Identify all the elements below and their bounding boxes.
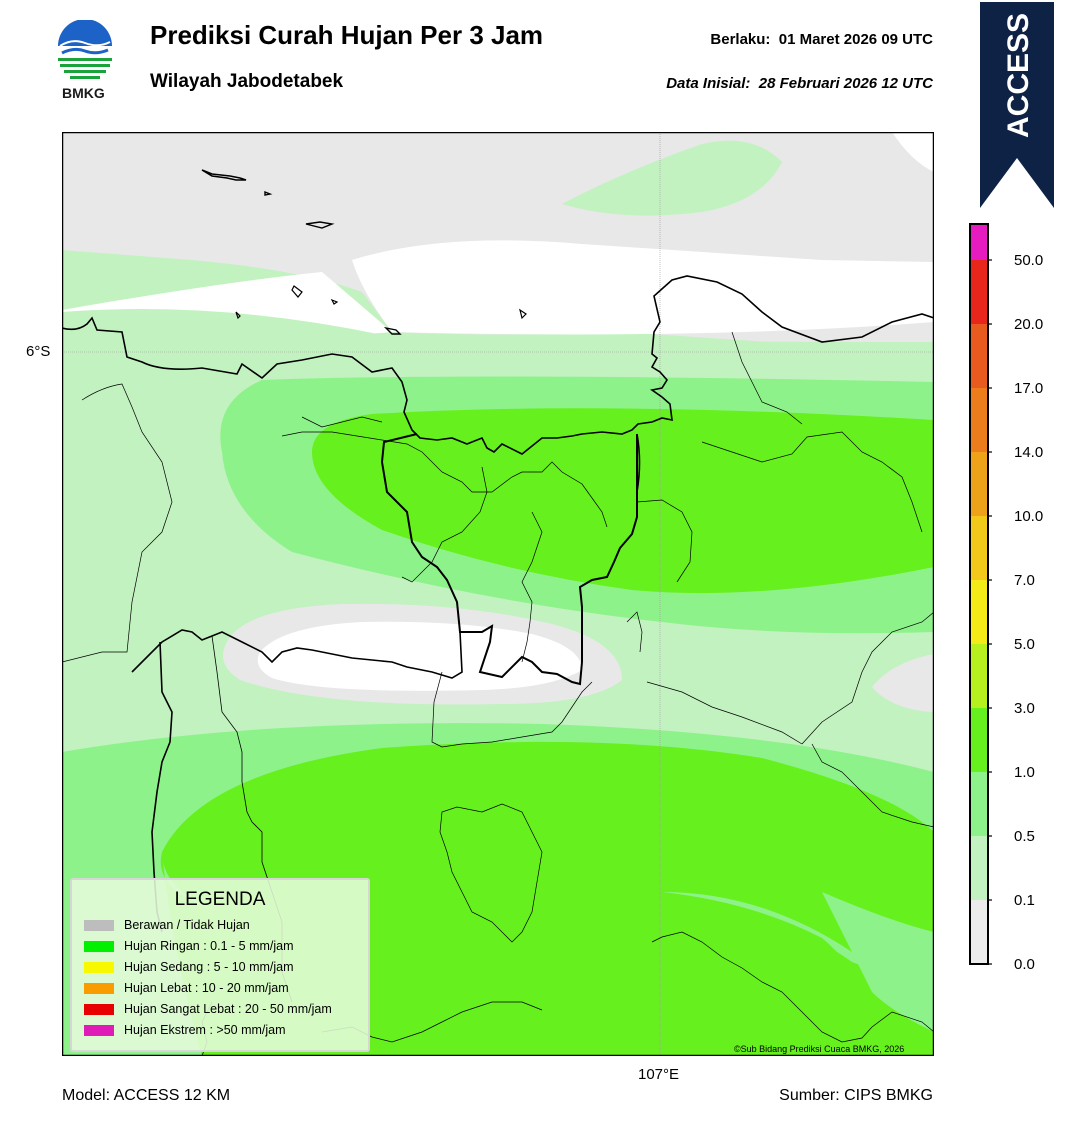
colorbar xyxy=(969,223,992,965)
legend-item-light: Hujan Ringan : 0.1 - 5 mm/jam xyxy=(84,939,294,953)
access-badge: ACCESS xyxy=(980,2,1054,208)
legend-label: Berawan / Tidak Hujan xyxy=(124,918,250,932)
legend-label: Hujan Sangat Lebat : 20 - 50 mm/jam xyxy=(124,1002,332,1016)
model-label: Model: ACCESS 12 KM xyxy=(62,1087,231,1104)
legend-label: Hujan Ekstrem : >50 mm/jam xyxy=(124,1023,286,1037)
colorbar-label: 0.1 xyxy=(1014,892,1035,909)
legend-box: LEGENDA Berawan / Tidak Hujan Hujan Ring… xyxy=(70,878,370,1052)
legend-item-very-heavy: Hujan Sangat Lebat : 20 - 50 mm/jam xyxy=(84,1002,332,1016)
coastline xyxy=(62,275,934,455)
access-badge-text: ACCESS xyxy=(1002,13,1035,138)
page-title: Prediksi Curah Hujan Per 3 Jam xyxy=(150,20,544,50)
legend-swatch xyxy=(84,941,114,953)
bmkg-logo-icon xyxy=(58,20,112,79)
legend-swatch xyxy=(84,962,114,974)
logo-text: BMKG xyxy=(62,85,105,101)
colorbar-label: 3.0 xyxy=(1014,700,1035,717)
colorbar-label: 17.0 xyxy=(1014,380,1044,397)
legend-swatch xyxy=(84,983,114,995)
page-subtitle: Wilayah Jabodetabek xyxy=(150,71,344,92)
colorbar-label: 0.0 xyxy=(1014,956,1035,973)
colorbar-label: 20.0 xyxy=(1014,316,1044,333)
legend-item-heavy: Hujan Lebat : 10 - 20 mm/jam xyxy=(84,981,289,995)
colorbar-label: 14.0 xyxy=(1014,444,1044,461)
jabodetabek-boundary xyxy=(380,433,638,686)
legend-item-extreme: Hujan Ekstrem : >50 mm/jam xyxy=(84,1023,286,1037)
legend-label: Hujan Sedang : 5 - 10 mm/jam xyxy=(124,960,294,974)
init-time: Data Inisial: 28 Februari 2026 12 UTC xyxy=(666,75,933,92)
colorbar-label: 0.5 xyxy=(1014,828,1035,845)
colorbar-label: 50.0 xyxy=(1014,252,1044,269)
legend-label: Hujan Lebat : 10 - 20 mm/jam xyxy=(124,981,289,995)
colorbar-label: 7.0 xyxy=(1014,572,1035,589)
copyright-text: ©Sub Bidang Prediksi Cuaca BMKG, 2026 xyxy=(734,1044,905,1054)
legend-swatch xyxy=(84,1025,114,1037)
rainfall-map xyxy=(62,132,934,1056)
legend-item-no-rain: Berawan / Tidak Hujan xyxy=(84,918,250,932)
longitude-label: 107°E xyxy=(638,1066,680,1083)
legend-swatch xyxy=(84,1004,114,1016)
legend-label: Hujan Ringan : 0.1 - 5 mm/jam xyxy=(124,939,294,953)
legend-item-moderate: Hujan Sedang : 5 - 10 mm/jam xyxy=(84,960,294,974)
legend-swatch xyxy=(84,920,114,932)
valid-time: Berlaku: 01 Maret 2026 09 UTC xyxy=(710,31,933,48)
colorbar-label: 5.0 xyxy=(1014,636,1035,653)
latitude-label: 6°S xyxy=(26,343,51,360)
colorbar-label: 1.0 xyxy=(1014,764,1035,781)
colorbar-label: 10.0 xyxy=(1014,508,1044,525)
legend-title: LEGENDA xyxy=(174,889,266,910)
source-label: Sumber: CIPS BMKG xyxy=(779,1087,933,1104)
